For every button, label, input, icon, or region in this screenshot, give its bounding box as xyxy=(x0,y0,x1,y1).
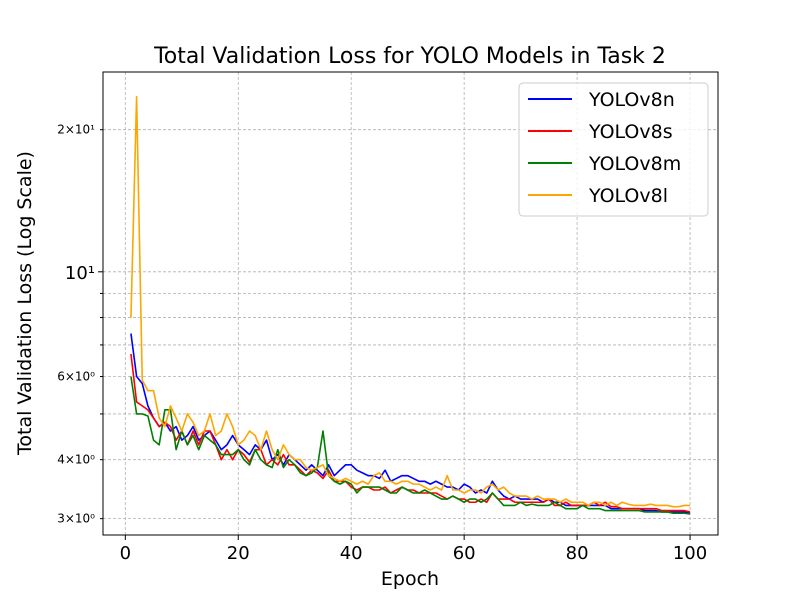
series-line xyxy=(130,376,691,515)
chart-title: Total Validation Loss for YOLO Models in… xyxy=(153,44,666,69)
x-tick-label: 100 xyxy=(673,543,707,564)
x-axis-label: Epoch xyxy=(381,568,439,590)
legend: YOLOv8n YOLOv8s YOLOv8m YOLOv8l xyxy=(518,82,709,217)
plot-frame xyxy=(102,71,719,536)
ticks: 0 20 40 60 80 100 3×10⁰ 4×10⁰ 6×10⁰ 10¹ 2×10¹ xyxy=(57,123,707,564)
plot-lines xyxy=(130,95,691,515)
legend-label: YOLOv8s xyxy=(588,121,673,143)
legend-label: YOLOv8n xyxy=(588,89,675,111)
x-tick-label: 0 xyxy=(120,543,131,564)
y-axis-label: Total Validation Loss (Log Scale) xyxy=(14,151,36,456)
y-tick-label: 10¹ xyxy=(65,263,95,284)
y-tick-label: 4×10⁰ xyxy=(57,453,95,467)
legend-label: YOLOv8l xyxy=(588,185,668,207)
y-tick-label: 2×10¹ xyxy=(57,123,95,137)
series-line xyxy=(130,95,691,508)
y-tick-label: 6×10⁰ xyxy=(57,370,95,384)
legend-label: YOLOv8m xyxy=(588,153,681,175)
x-tick-label: 80 xyxy=(566,543,589,564)
y-tick-label: 3×10⁰ xyxy=(57,512,95,526)
legend-box xyxy=(518,82,709,217)
x-tick-label: 60 xyxy=(453,543,476,564)
x-tick-label: 40 xyxy=(340,543,363,564)
x-tick-label: 20 xyxy=(227,543,250,564)
series-line xyxy=(130,333,691,515)
